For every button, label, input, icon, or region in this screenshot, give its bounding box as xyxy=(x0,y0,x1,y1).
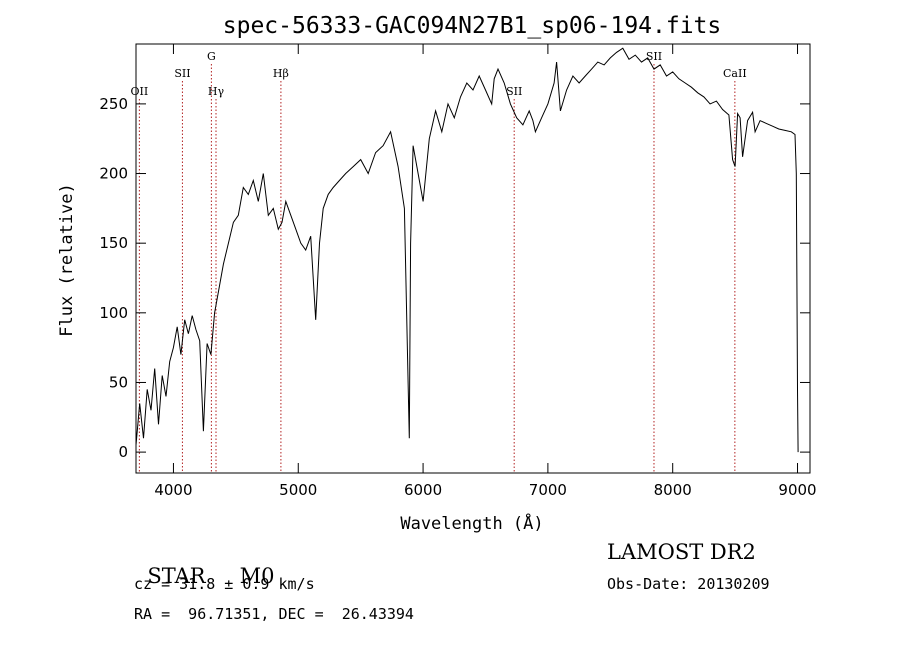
spectral-line-label: Hβ xyxy=(273,67,289,80)
spectral-line-markers: OII SII G Hγ Hβ SII SII CaII xyxy=(131,50,747,473)
coordinates-text: RA = 96.71351, DEC = 26.43394 xyxy=(134,605,414,623)
x-tick-label: 9000 xyxy=(778,481,816,499)
y-axis-label: Flux (relative) xyxy=(57,183,77,337)
survey-label: LAMOST DR2 xyxy=(607,540,756,564)
spectral-line-label: SII xyxy=(174,67,190,80)
y-tick-label: 50 xyxy=(109,373,128,391)
x-tick-label: 4000 xyxy=(154,481,192,499)
spectral-line-label: SII xyxy=(646,50,662,63)
y-tick-label: 150 xyxy=(99,234,128,252)
x-tick-label: 6000 xyxy=(404,481,442,499)
spectrum-series-line xyxy=(135,47,799,453)
spectral-line-label: Hγ xyxy=(208,85,225,98)
x-tick-label: 7000 xyxy=(529,481,567,499)
x-tick-label: 5000 xyxy=(279,481,317,499)
y-tick-label: 250 xyxy=(99,95,128,113)
chart-title: spec-56333-GAC094N27B1_sp06-194.fits xyxy=(223,13,722,39)
y-tick-label: 0 xyxy=(118,443,128,461)
object-class: STAR M0 xyxy=(134,540,274,588)
x-tick-label: 8000 xyxy=(654,481,692,499)
spectral-line-label: SII xyxy=(506,85,522,98)
redshift-text: cz = 31.8 ± 0.9 km/s xyxy=(134,575,315,593)
class-label: STAR xyxy=(147,564,206,588)
spectral-line-label: CaII xyxy=(723,67,747,80)
axis-ticks: 4000 5000 6000 7000 8000 9000 0 50 100 150 200 250 xyxy=(99,44,817,499)
y-tick-label: 100 xyxy=(99,304,128,322)
obs-date-text: Obs-Date: 20130209 xyxy=(607,575,770,593)
spectral-line-label: G xyxy=(207,50,216,63)
subclass-label: M0 xyxy=(239,564,275,588)
y-tick-label: 200 xyxy=(99,165,128,183)
spectral-line-label: OII xyxy=(131,85,149,98)
x-axis-label: Wavelength (Å) xyxy=(400,512,543,534)
plot-frame xyxy=(135,43,811,474)
